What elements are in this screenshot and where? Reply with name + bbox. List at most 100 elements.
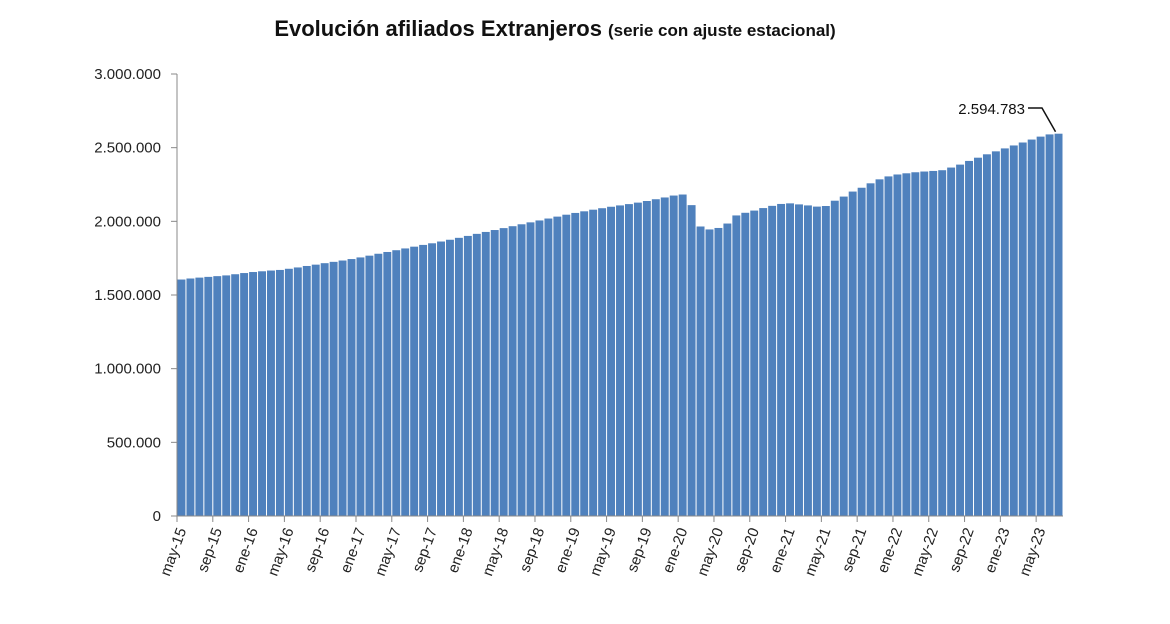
y-tick-label: 0 (153, 508, 161, 525)
bar (795, 204, 803, 516)
x-tick-label: sep-21 (839, 526, 871, 575)
title-main: Evolución afiliados Extranjeros (274, 16, 602, 41)
x-tick-label: ene-21 (767, 526, 799, 576)
bar (669, 195, 678, 517)
bar (678, 194, 687, 516)
bar (508, 226, 517, 516)
bar (866, 183, 875, 516)
bar (1000, 148, 1009, 516)
bar (1009, 145, 1018, 516)
bar (222, 275, 231, 516)
bar (347, 259, 356, 516)
bar (338, 260, 347, 516)
bar (266, 270, 275, 516)
bar (258, 271, 266, 516)
x-tick-label: sep-15 (194, 526, 226, 575)
x-tick-label: ene-19 (552, 526, 584, 576)
bar (365, 255, 374, 516)
bar (696, 226, 705, 517)
bar (320, 263, 329, 516)
bar (544, 218, 553, 516)
bar (580, 211, 589, 516)
bar (562, 214, 571, 516)
bar (741, 212, 750, 517)
annotation-leader-line (1028, 107, 1057, 133)
x-tick-label: ene-16 (230, 526, 262, 576)
bar (445, 239, 454, 516)
x-tick-label: sep-16 (302, 526, 334, 575)
bar (481, 231, 490, 516)
bar (884, 176, 893, 516)
x-tick-label: may-19 (587, 526, 620, 579)
bar (902, 173, 911, 517)
bar (454, 237, 463, 516)
bar (956, 164, 965, 517)
x-tick-label: ene-20 (659, 526, 691, 576)
bar (428, 243, 437, 517)
bar (329, 261, 338, 516)
bar (705, 229, 714, 516)
bar (284, 268, 293, 516)
bar (186, 278, 195, 516)
bar (812, 206, 821, 516)
bar (660, 197, 669, 516)
bar (786, 203, 795, 517)
x-tick-label: sep-22 (946, 526, 978, 575)
bar (419, 244, 428, 516)
x-tick-label: ene-23 (982, 526, 1014, 576)
x-tick-label: ene-22 (874, 526, 906, 576)
x-tick-label: sep-19 (624, 526, 656, 575)
bar (714, 227, 723, 516)
bar (571, 212, 580, 516)
bar (938, 170, 947, 516)
bar (991, 151, 1000, 516)
bar (974, 157, 982, 516)
bar (920, 171, 929, 516)
bar (553, 216, 562, 516)
bar (803, 205, 812, 517)
bar (213, 276, 222, 516)
x-tick-label: sep-20 (731, 526, 763, 575)
x-tick-label: may-17 (372, 526, 405, 579)
bar (642, 201, 651, 516)
bar (589, 209, 598, 516)
bar (177, 279, 186, 516)
x-tick-label: ene-17 (337, 526, 369, 576)
bar (490, 230, 499, 516)
bar (275, 269, 284, 516)
bar (839, 196, 848, 516)
bar (392, 250, 401, 516)
bar (437, 241, 445, 516)
bar (821, 206, 830, 516)
bar (857, 187, 866, 517)
x-tick-label: may-18 (479, 526, 512, 579)
bar (410, 246, 419, 517)
bar (1018, 142, 1027, 516)
bar (374, 253, 383, 516)
bar (1054, 133, 1063, 516)
bar (893, 174, 902, 517)
bar (204, 276, 213, 516)
bar (848, 191, 857, 516)
bar (517, 224, 526, 516)
bar (526, 222, 535, 517)
bar (911, 172, 920, 516)
bar (732, 215, 741, 516)
bar (777, 203, 786, 516)
bar (311, 264, 320, 516)
bar (383, 251, 392, 517)
bar (535, 220, 544, 516)
bar (759, 208, 768, 516)
bar (687, 205, 696, 516)
x-tick-label: may-20 (694, 526, 727, 579)
bar (463, 235, 472, 517)
bar (965, 160, 974, 516)
y-tick-label: 2.500.000 (94, 140, 161, 157)
y-tick-label: 1.000.000 (94, 361, 161, 378)
x-tick-label: sep-17 (409, 526, 441, 575)
bar (723, 223, 732, 517)
bar (607, 206, 616, 516)
x-tick-label: may-23 (1016, 526, 1049, 579)
x-tick-label: ene-18 (445, 526, 477, 576)
